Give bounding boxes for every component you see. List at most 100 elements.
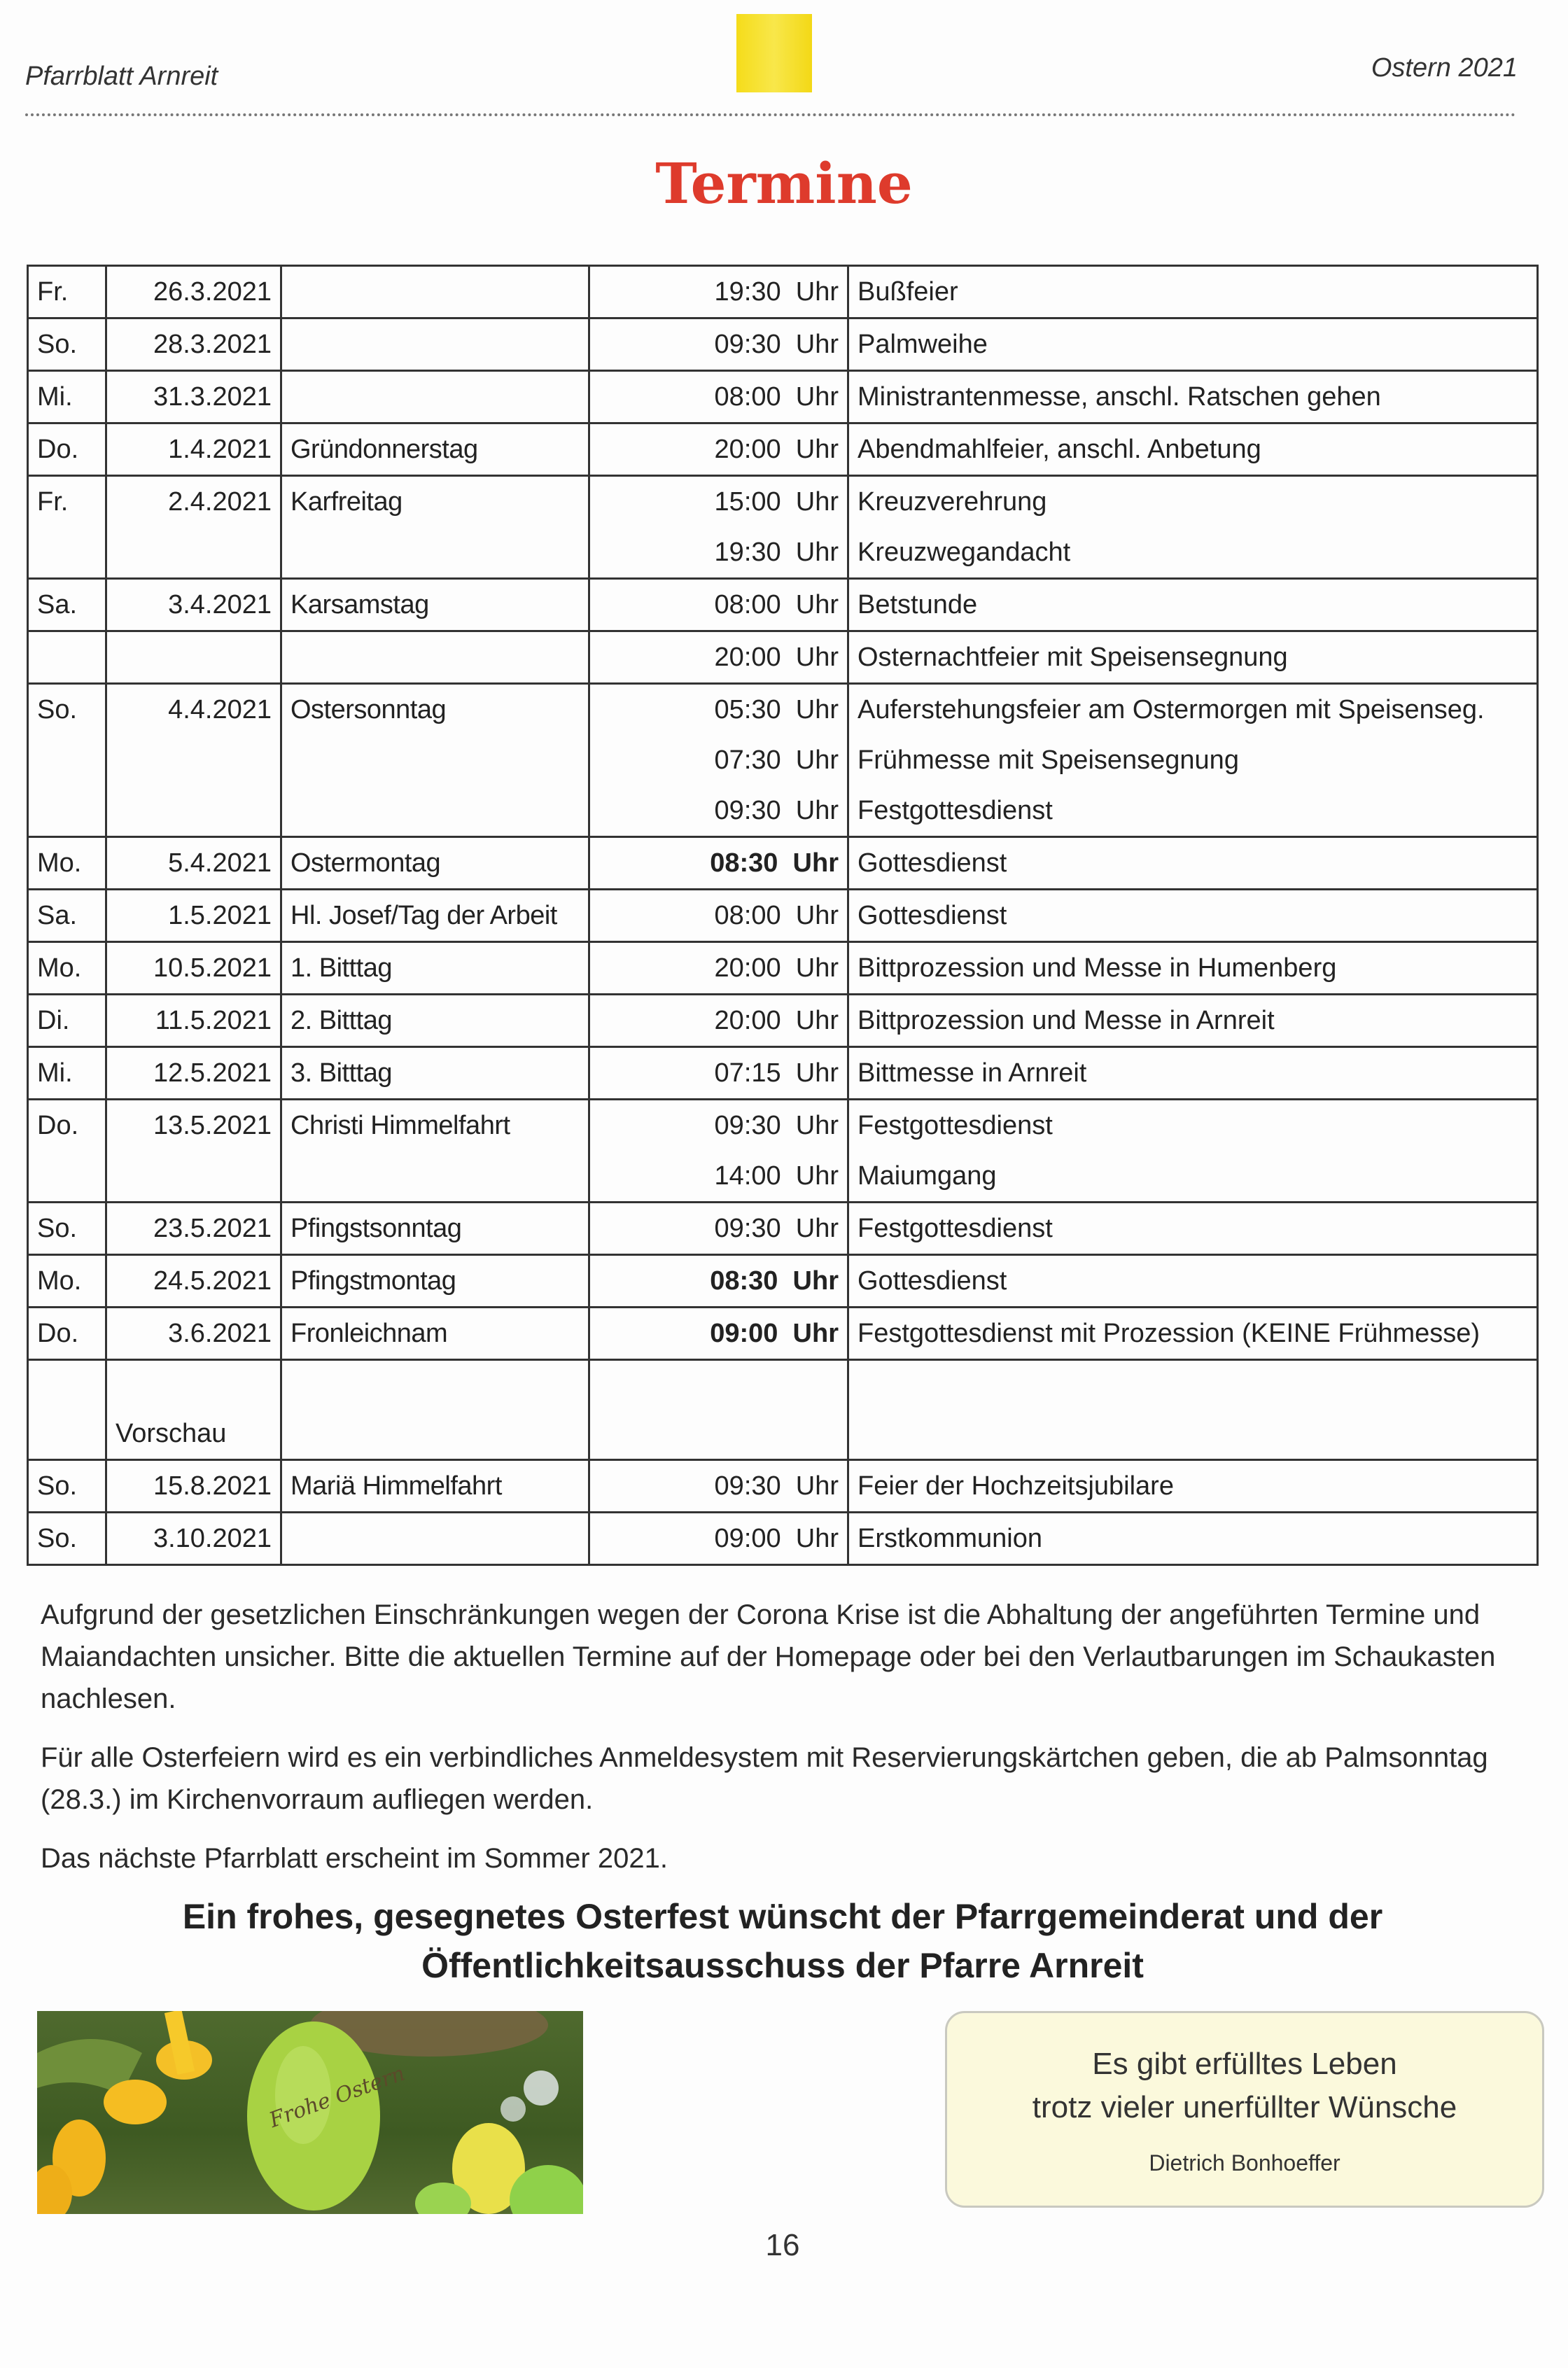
feast-cell [280,1511,590,1566]
time-cell: 08:30 Uhr [588,1254,849,1308]
day-cell: So. [27,1201,107,1256]
time-entry: 09:30 Uhr [714,1111,839,1140]
event-entry: Bittprozession und Messe in Humenberg [858,953,1337,983]
day-cell: Mo. [27,836,107,890]
time-cell: 15:00 Uhr 19:30 Uhr [588,475,849,580]
time-entry: 20:00 Uhr [714,1006,839,1035]
time-entry: 07:15 Uhr [714,1058,839,1088]
date-cell: 1.4.2021 [105,422,282,477]
time-cell: 09:30 Uhr [588,317,849,372]
greeting-line-2: Öffentlichkeitsausschuss der Pfarre Arnr… [421,1946,1144,1985]
day-cell: Do. [27,1098,107,1203]
event-cell: Gottesdienst [847,1254,1539,1308]
note-corona: Aufgrund der gesetzlichen Einschränkunge… [41,1599,1496,1714]
date-cell: 24.5.2021 [105,1254,282,1308]
time-cell: 05:30 Uhr 07:30 Uhr 09:30 Uhr [588,682,849,838]
header-publication: Pfarrblatt Arnreit [25,62,218,91]
easter-egg-illustration: Frohe Ostern [37,2011,583,2214]
feast-cell [280,317,590,372]
day-cell: Mo. [27,941,107,995]
feast-cell: 1. Bitttag [280,941,590,995]
day-cell: Di. [27,993,107,1048]
time-cell: 08:00 Uhr [588,888,849,943]
time-cell: 09:30 Uhr [588,1201,849,1256]
date-cell: 26.3.2021 [105,265,282,319]
date-cell: 3.4.2021 [105,577,282,632]
time-entry: 09:30 Uhr [714,1471,839,1501]
time-entry: 08:30 Uhr [710,848,839,878]
day-cell: Sa. [27,888,107,943]
schedule-row: So. 3.10.2021 09:00 Uhr Erstkommunion [27,1511,1539,1566]
bottom-row: Frohe Ostern Es gibt erfülltes Leben tro… [27,2011,1544,2214]
time-cell: 08:30 Uhr [588,836,849,890]
date-cell: 23.5.2021 [105,1201,282,1256]
event-entry: Gottesdienst [858,901,1007,930]
time-entry: 19:30 Uhr [714,277,839,307]
event-cell: Ministrantenmesse, anschl. Ratschen gehe… [847,370,1539,424]
day-cell: Fr. [27,475,107,580]
day-cell: Mo. [27,1254,107,1308]
time-cell: 20:00 Uhr [588,630,849,685]
feast-cell: Hl. Josef/Tag der Arbeit [280,888,590,943]
date-cell: 13.5.2021 [105,1098,282,1203]
feast-cell: Karfreitag [280,475,590,580]
schedule-row: Di. 11.5.2021 2. Bitttag 20:00 Uhr Bittproze… [27,993,1539,1048]
event-entry: Erstkommunion [858,1524,1042,1553]
feast-cell: Pfingstmontag [280,1254,590,1308]
feast-cell [280,265,590,319]
time-cell: 09:00 Uhr [588,1511,849,1566]
event-cell: Festgottesdienst mit Prozession (KEINE F… [847,1306,1539,1361]
event-cell: Bittmesse in Arnreit [847,1046,1539,1100]
time-entry: 20:00 Uhr [714,643,839,672]
event-entry: Gottesdienst [858,1266,1007,1296]
event-entry: Ministrantenmesse, anschl. Ratschen gehe… [858,382,1381,412]
header-edition: Ostern 2021 [1371,53,1518,83]
schedule-row: Do. 1.4.2021 Gründonnerstag 20:00 Uhr Abendm… [27,422,1539,477]
page-number: 16 [765,2228,800,2262]
day-cell: So. [27,1459,107,1513]
day-cell: Fr. [27,265,107,319]
event-entry: Bittprozession und Messe in Arnreit [858,1006,1275,1035]
event-cell: Palmweihe [847,317,1539,372]
time-entry: 08:00 Uhr [714,590,839,619]
time-cell [588,1359,849,1461]
time-entry: 09:00 Uhr [710,1319,839,1348]
day-cell: Sa. [27,577,107,632]
event-cell: Kreuzverehrung Kreuzwegandacht [847,475,1539,580]
schedule-row: Sa. 1.5.2021 Hl. Josef/Tag der Arbeit 08:00… [27,888,1539,943]
event-cell: Erstkommunion [847,1511,1539,1566]
event-cell: Festgottesdienst Maiumgang [847,1098,1539,1203]
time-cell: 20:00 Uhr [588,422,849,477]
feast-cell: Ostermontag [280,836,590,890]
event-entry: Kreuzverehrung [858,487,1047,517]
event-entry: Feier der Hochzeitsjubilare [858,1471,1174,1501]
event-entry: Auferstehungsfeier am Ostermorgen mit Sp… [858,695,1485,724]
quote-line-2: trotz vieler unerfüllter Wünsche [1032,2090,1457,2124]
day-cell: Do. [27,1306,107,1361]
event-entry: Abendmahlfeier, anschl. Anbetung [858,435,1261,464]
schedule-row: Mo. 5.4.2021 Ostermontag 08:30 Uhr Gottesdie… [27,836,1539,890]
schedule-row: Fr. 26.3.2021 19:30 Uhr Bußfeier [27,265,1539,319]
date-cell: 4.4.2021 [105,682,282,838]
feast-cell [280,630,590,685]
day-cell: So. [27,317,107,372]
schedule-row: Mo. 24.5.2021 Pfingstmontag 08:30 Uhr Gottes… [27,1254,1539,1308]
event-entry: Festgottesdienst [858,796,1053,825]
time-cell: 20:00 Uhr [588,993,849,1048]
event-entry: Palmweihe [858,330,988,359]
feast-cell [280,370,590,424]
time-entry: 07:30 Uhr [714,745,839,775]
time-entry: 05:30 Uhr [714,695,839,724]
time-entry: 09:30 Uhr [714,796,839,825]
time-entry: 15:00 Uhr [714,487,839,517]
date-cell: 1.5.2021 [105,888,282,943]
quote-box: Es gibt erfülltes Leben trotz vieler une… [945,2011,1544,2208]
date-cell: 10.5.2021 [105,941,282,995]
time-entry: 08:00 Uhr [714,382,839,412]
schedule-row: So. 28.3.2021 09:30 Uhr Palmweihe [27,317,1539,372]
easter-greeting: Ein frohes, gesegnetes Osterfest wünscht… [27,1892,1539,1990]
preview-row: Vorschau [27,1359,1539,1461]
event-entry: Betstunde [858,590,978,619]
time-cell: 09:30 Uhr 14:00 Uhr [588,1098,849,1203]
time-entry: 09:30 Uhr [714,330,839,359]
